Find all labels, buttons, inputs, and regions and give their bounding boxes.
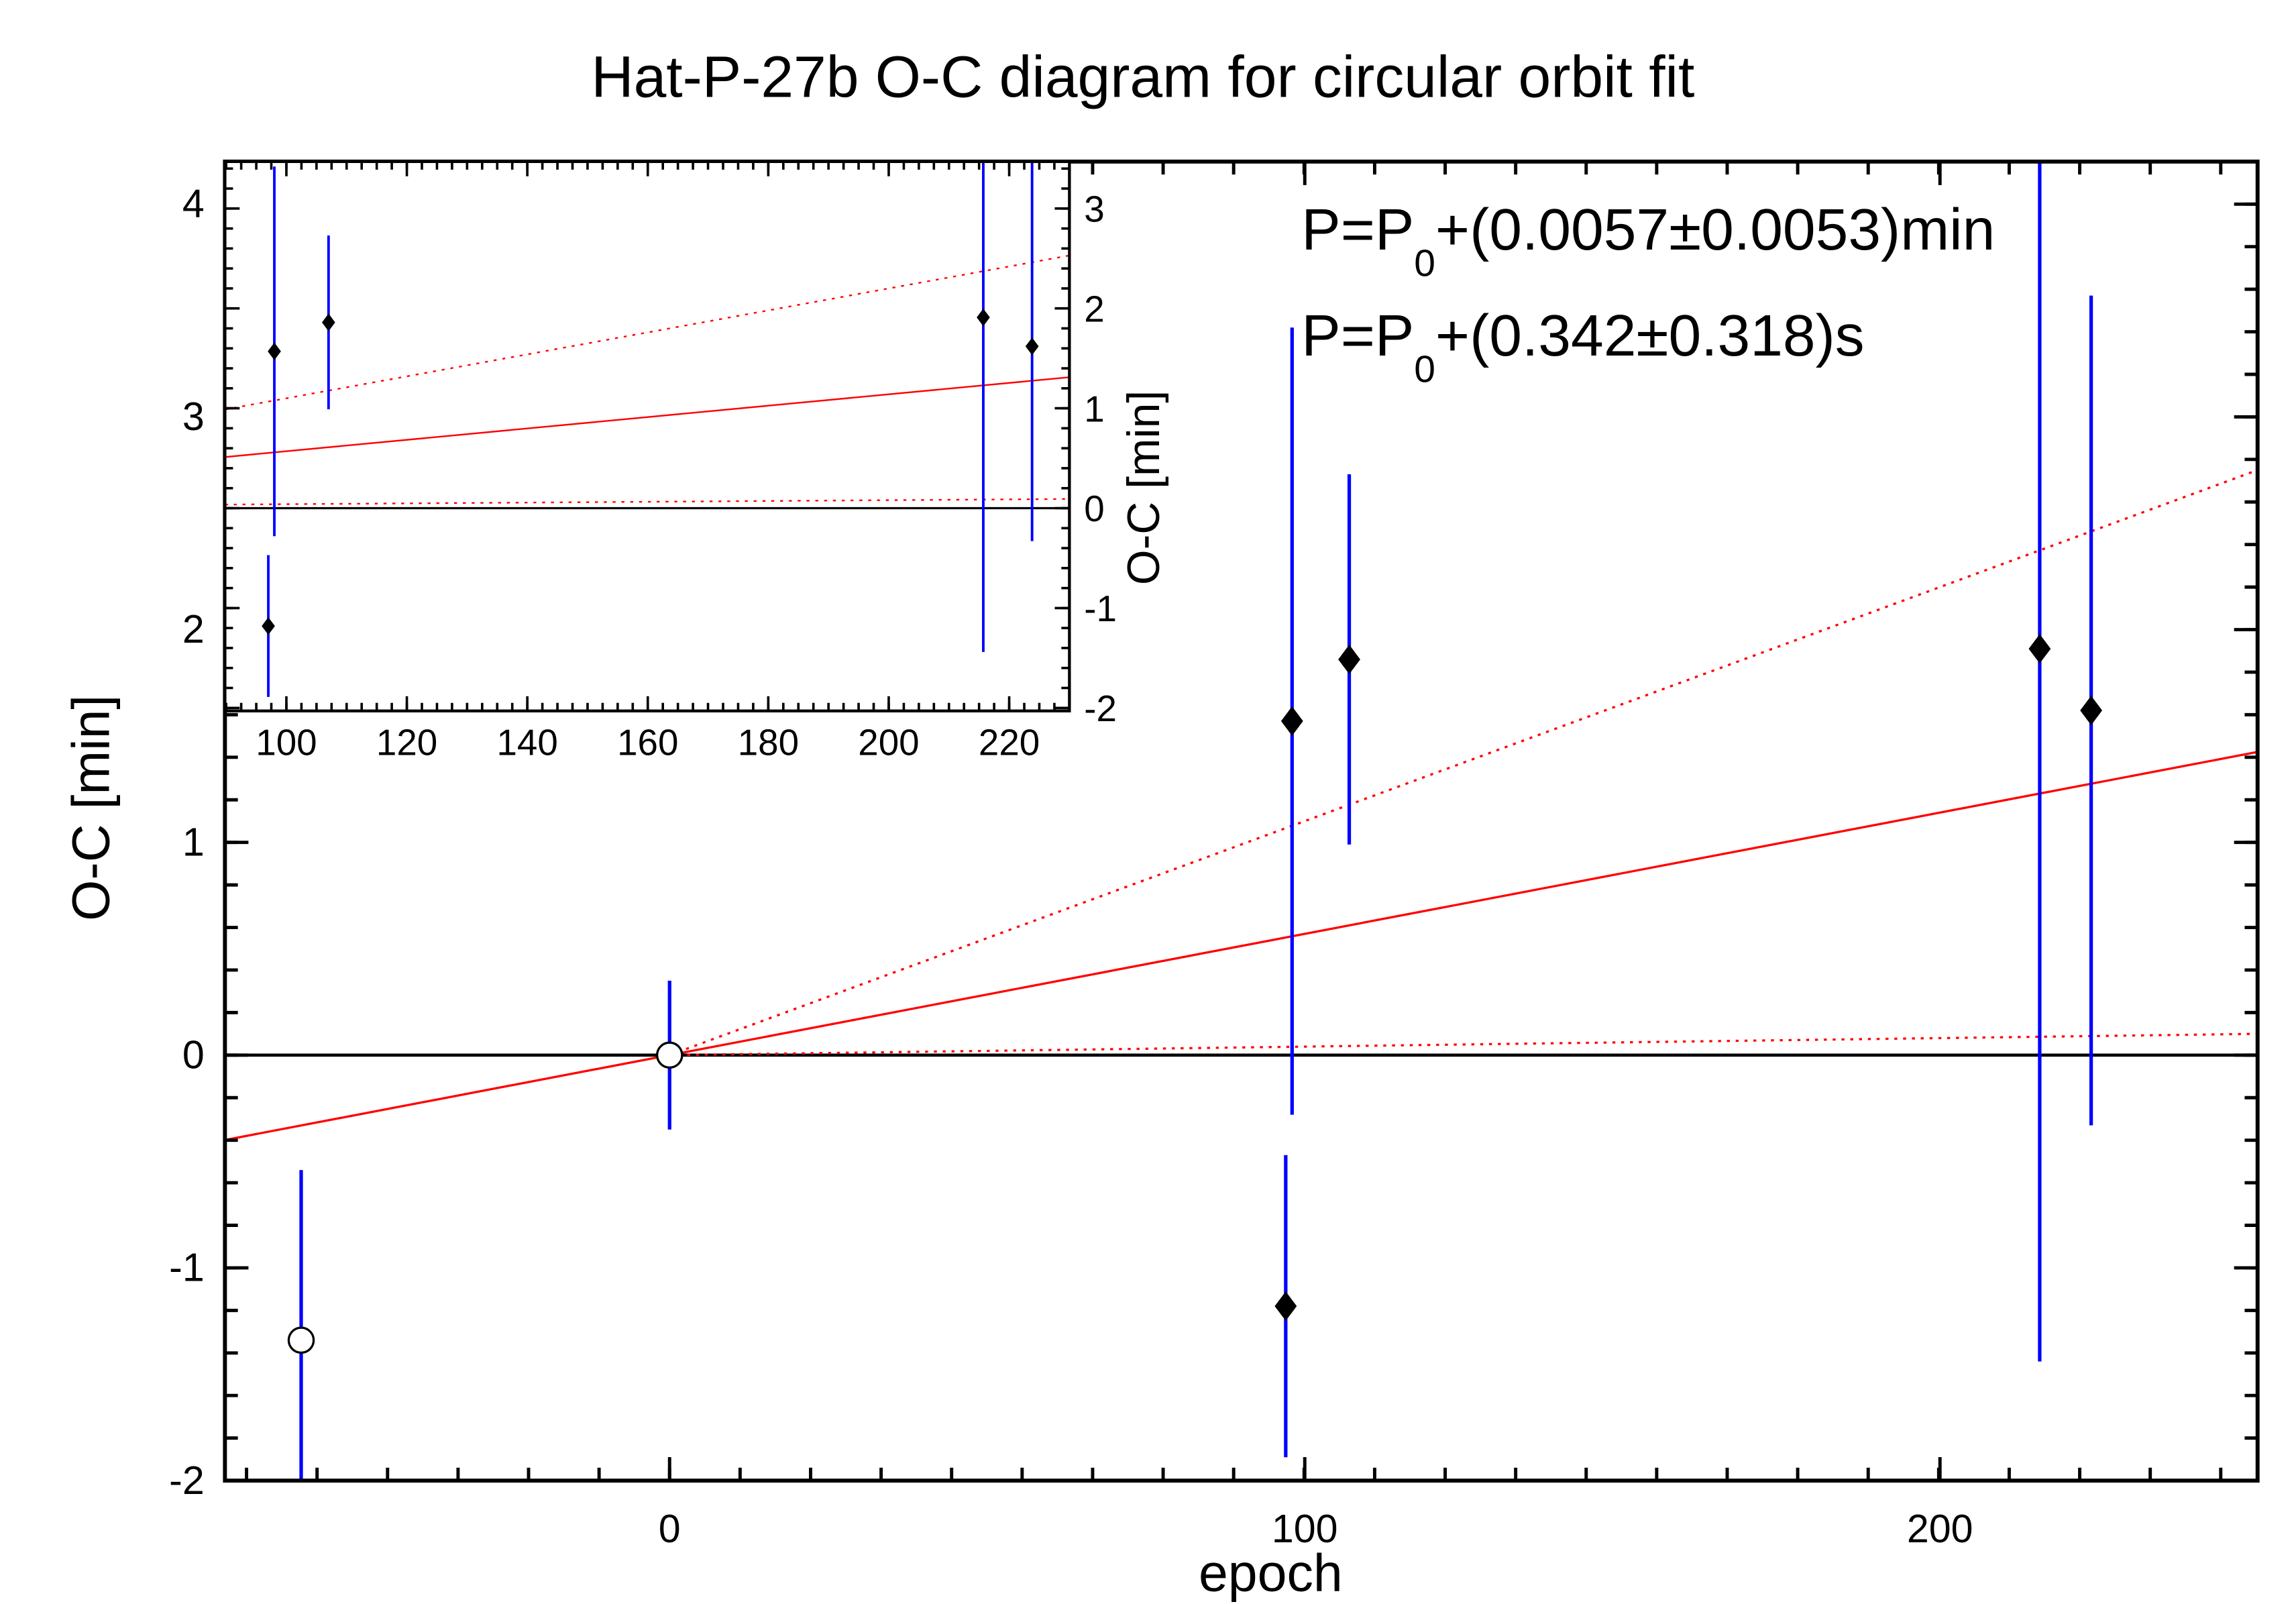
inset-x-tick-label: 200 — [858, 721, 919, 763]
annotation-value: +(0.0057±0.0053)min — [1435, 197, 1995, 262]
inset-y-tick-label: 1 — [1084, 388, 1104, 429]
annotation-prefix: P=P — [1301, 197, 1414, 262]
y-tick-label: 0 — [182, 1032, 205, 1077]
inset-plot: 100 120 140 160 180 200 220 -2 -1 0 1 2 3 O-C [min] — [223, 160, 1169, 763]
plot-content — [225, 161, 2258, 1481]
inset-plot-content — [225, 161, 1070, 697]
x-tick-label: 200 — [1907, 1506, 1973, 1551]
y-tick-label: 2 — [182, 606, 205, 651]
y-tick-label: 4 — [182, 181, 205, 226]
plot-frame — [223, 159, 2260, 1483]
y-tick-label: -2 — [169, 1458, 205, 1503]
inset-x-tick-label: 100 — [256, 721, 317, 763]
inset-y-tick-label: 2 — [1084, 288, 1104, 329]
annotation-subscript: 0 — [1414, 242, 1435, 285]
inset-plot-background — [225, 161, 1070, 711]
x-tick-label: 0 — [659, 1506, 681, 1551]
chart-title: Hat-P-27b O-C diagram for circular orbit… — [591, 44, 1694, 110]
fit-bound-line-upper — [669, 469, 2258, 1057]
x-axis-label: epoch — [1199, 1543, 1343, 1602]
inset-x-tick-label: 220 — [979, 721, 1040, 763]
y-tick-label: 3 — [182, 394, 205, 439]
inset-x-tick-label: 160 — [617, 721, 678, 763]
inset-y-tick-label: 0 — [1084, 488, 1104, 529]
inset-x-tick-label: 180 — [738, 721, 799, 763]
inset-fit-bound-line-upper — [225, 254, 1070, 411]
inset-y-axis-label: O-C [min] — [1119, 390, 1169, 585]
fit-annotation-1: P=P0+(0.0057±0.0053)min — [1301, 197, 1995, 284]
y-tick-label: -1 — [169, 1245, 205, 1290]
data-point-diamond — [1338, 645, 1360, 674]
inset-data-point-diamond — [268, 342, 281, 360]
y-axis-label: O-C [min] — [61, 695, 120, 921]
inset-y-tick-label: -2 — [1084, 688, 1117, 729]
x-tick-label: 100 — [1272, 1506, 1338, 1551]
fit-annotation-2: P=P0+(0.342±0.318)s — [1301, 303, 1864, 390]
annotation-subscript: 0 — [1414, 347, 1435, 390]
annotation-value: +(0.342±0.318)s — [1435, 303, 1865, 368]
inset-y-tick-label: 3 — [1084, 189, 1104, 230]
data-point-diamond — [2028, 634, 2051, 663]
fit-bound-line-lower — [669, 1032, 2258, 1057]
inset-data-point-diamond — [977, 308, 990, 327]
fit-line — [225, 751, 2258, 1141]
data-point-open-circle — [655, 1041, 684, 1069]
inset-x-tick-label: 140 — [497, 721, 558, 763]
inset-x-tick-label: 120 — [376, 721, 437, 763]
data-point-open-circle — [287, 1326, 315, 1354]
y-tick-label: 1 — [182, 819, 205, 864]
fit-annotations: P=P0+(0.0057±0.0053)minP=P0+(0.342±0.318… — [1301, 197, 1995, 390]
inset-y-tick-label: -1 — [1084, 588, 1117, 629]
inset-data-point-diamond — [262, 617, 275, 635]
inset-fit-line — [225, 376, 1070, 458]
annotation-prefix: P=P — [1301, 303, 1414, 368]
